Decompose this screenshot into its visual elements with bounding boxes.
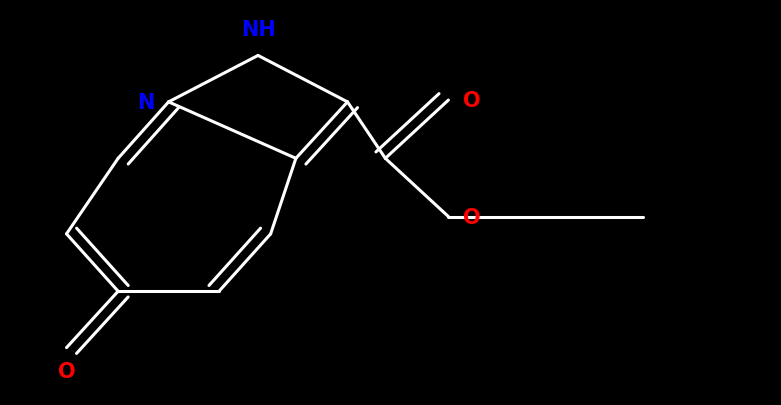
Text: O: O (58, 361, 75, 382)
Text: N: N (137, 93, 155, 113)
Text: NH: NH (241, 20, 276, 40)
Text: O: O (463, 207, 481, 227)
Text: O: O (463, 91, 481, 111)
